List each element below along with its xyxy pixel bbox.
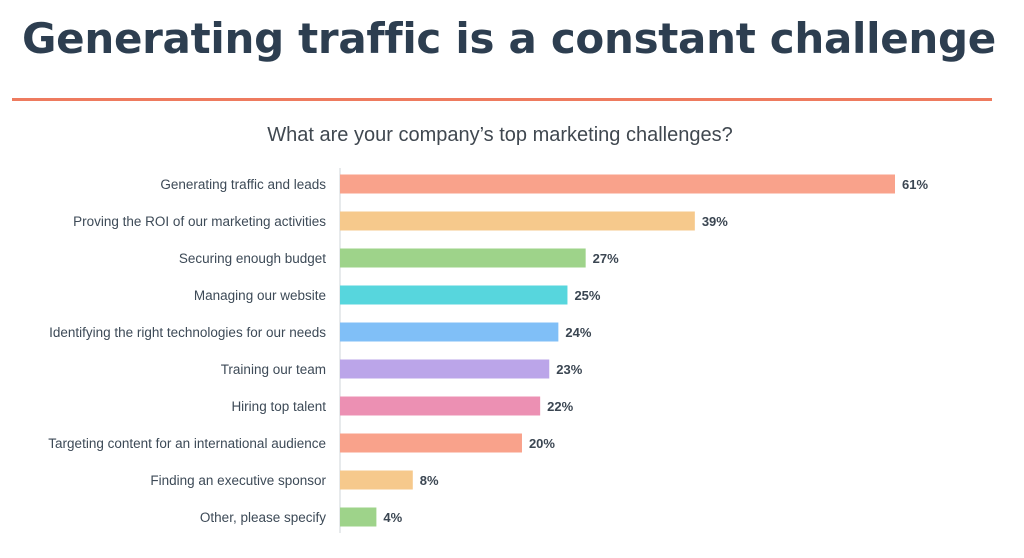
bar [340,470,413,490]
category-label: Targeting content for an international a… [48,436,326,451]
value-label: 4% [383,510,402,525]
bar [340,248,586,268]
value-label: 23% [556,362,582,377]
bar [340,211,695,231]
bar [340,433,522,453]
chart-title: What are your company’s top marketing ch… [267,124,733,146]
bar [340,396,541,416]
value-label: 20% [529,436,555,451]
category-label: Training our team [221,362,326,377]
page-title: Generating traffic is a constant challen… [22,14,996,63]
category-label: Finding an executive sponsor [150,473,326,488]
bar [340,285,568,305]
title-divider [12,98,992,101]
value-label: 25% [574,288,600,303]
value-label: 27% [593,251,619,266]
category-label: Proving the ROI of our marketing activit… [73,214,326,229]
category-label: Securing enough budget [179,251,326,266]
bar [340,359,550,379]
bar [340,507,377,527]
value-label: 22% [547,399,573,414]
bar [340,322,559,342]
category-label: Hiring top talent [231,399,326,414]
bar [340,174,895,194]
category-label: Managing our website [194,288,326,303]
value-label: 24% [565,325,591,340]
category-label: Generating traffic and leads [160,177,326,192]
bars-layer: Generating traffic and leads 61% Proving t… [48,174,928,527]
value-label: 39% [702,214,728,229]
value-label: 61% [902,177,928,192]
value-label: 8% [420,473,439,488]
category-label: Identifying the right technologies for o… [49,325,326,340]
category-label: Other, please specify [200,510,326,525]
